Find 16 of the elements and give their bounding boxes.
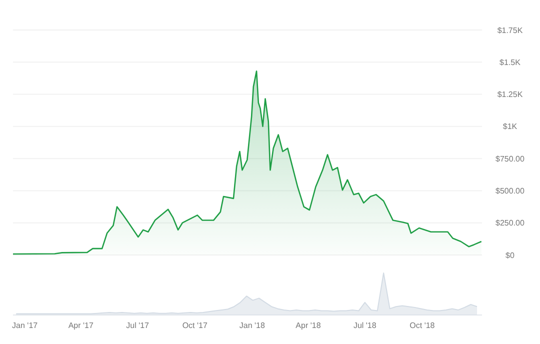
x-tick-label: Jan '18 [239,321,266,330]
y-tick-label: $250.00 [496,218,526,228]
x-tick-label: Jul '18 [353,321,377,330]
x-tick-label: Apr '17 [68,321,94,330]
x-tick-label: Jan '17 [12,321,38,330]
y-tick-label: $1.25K [497,90,524,100]
x-tick-label: Oct '18 [410,321,436,330]
y-tick-label: $500.00 [496,186,526,196]
y-tick-label: $1K [502,122,518,132]
x-tick-label: Jul '17 [126,321,150,330]
y-tick-label: $750.00 [496,154,526,164]
y-tick-label: $0 [506,250,515,260]
x-tick-label: Oct '17 [182,321,208,330]
y-tick-label: $1.5K [500,58,522,67]
y-tick-label: $1.75K [497,26,524,35]
x-tick-label: Apr '18 [296,321,322,330]
